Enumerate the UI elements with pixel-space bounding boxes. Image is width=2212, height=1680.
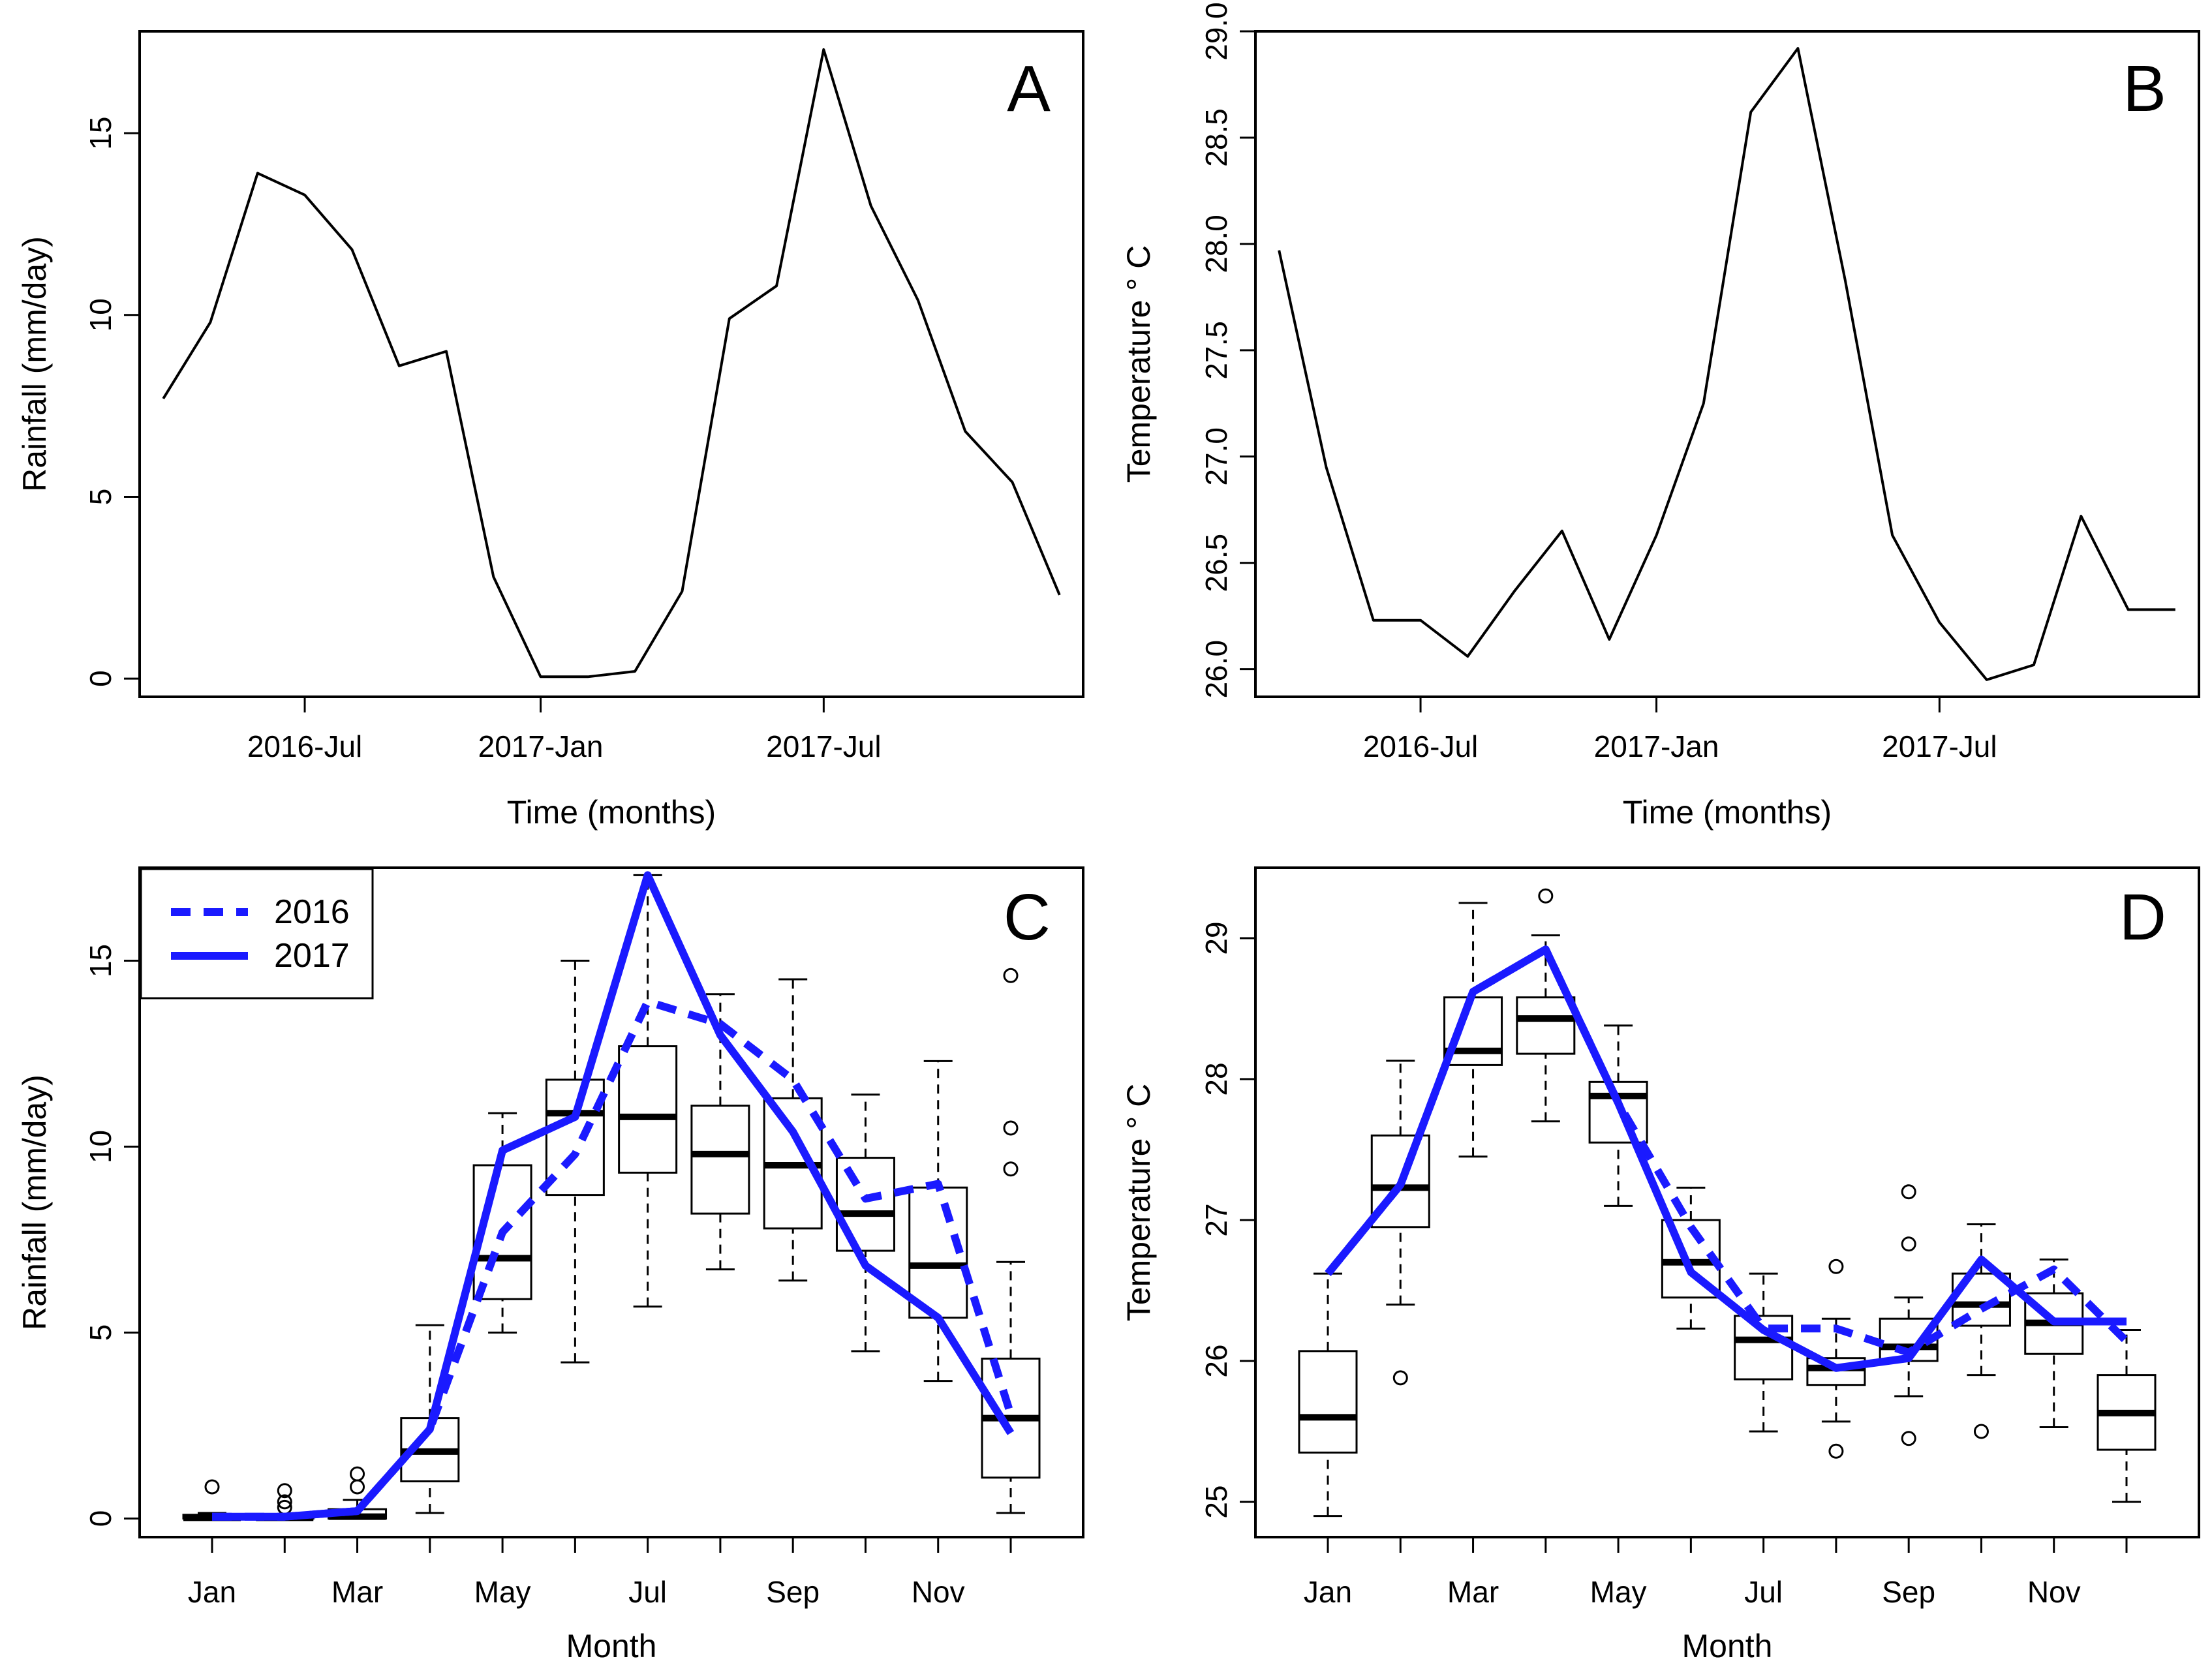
panel-d-outlier xyxy=(1828,1443,1844,1459)
panel-d-xtick-label: Sep xyxy=(1882,1575,1935,1609)
panel-d-xtick-label: Jan xyxy=(1304,1575,1352,1609)
panel-a-xlabel: Time (months) xyxy=(507,794,716,831)
panel-a-xtick-label: 2017-Jan xyxy=(478,729,604,763)
panel-d-xtick-label: Jul xyxy=(1744,1575,1783,1609)
panel-c-outlier xyxy=(204,1479,220,1495)
panel-c-box xyxy=(545,1078,605,1197)
panel-c-xtick-label: May xyxy=(474,1575,531,1609)
panel-b-xtick-label: 2017-Jan xyxy=(1594,729,1719,763)
panel-d-frame xyxy=(1254,866,2200,1538)
panel-c-ytick-label: 0 xyxy=(84,1510,117,1527)
panel-d-ylabel: Temperature ° C xyxy=(1120,1084,1157,1322)
panel-b-series-line xyxy=(1278,47,2175,681)
panel-c-xtick-label: Jul xyxy=(628,1575,667,1609)
panel-c-xtick-label: Nov xyxy=(912,1575,965,1609)
panel-b-ytick-label: 26.5 xyxy=(1199,534,1233,592)
panel-c-outlier xyxy=(1003,1161,1019,1177)
panel-c-series-2017 xyxy=(212,871,1015,1521)
panel-d-xtick-label: Nov xyxy=(2027,1575,2081,1609)
panel-d-ytick-label: 26 xyxy=(1199,1344,1233,1377)
legend-2017-label: 2017 xyxy=(274,937,350,975)
panel-c-xtick-label: Sep xyxy=(766,1575,820,1609)
legend: 2016 2017 xyxy=(140,868,374,1000)
panel-c-outlier xyxy=(350,1466,365,1482)
panel-c-box xyxy=(690,1105,750,1215)
panel-c-xtick-label: Mar xyxy=(331,1575,383,1609)
panel-c-ytick-label: 10 xyxy=(84,1130,117,1163)
panel-d-outlier xyxy=(1538,888,1554,904)
panel-d-series-2017 xyxy=(1325,945,2127,1372)
panel-c-ytick-label: 5 xyxy=(84,1324,117,1341)
panel-a-ylabel: Rainfall (mm/day) xyxy=(16,236,53,492)
panel-b-letter: B xyxy=(2123,52,2166,125)
panel-b-xtick-label: 2016-Jul xyxy=(1363,729,1478,763)
panel-c-outlier xyxy=(1003,1120,1019,1136)
panel-c-frame xyxy=(138,866,1084,1538)
panel-d-series-2016 xyxy=(1325,945,2130,1356)
panel-c-ytick-label: 15 xyxy=(84,944,117,977)
panel-c-outlier xyxy=(1003,968,1019,983)
panel-d-xlabel: Month xyxy=(1682,1628,1773,1664)
panel-a-xtick-label: 2016-Jul xyxy=(247,729,362,763)
panel-d-ytick-label: 29 xyxy=(1199,921,1233,955)
legend-box xyxy=(140,868,374,1000)
panel-c-xtick-label: Jan xyxy=(188,1575,236,1609)
panel-d-outlier xyxy=(1973,1424,1989,1439)
panel-d-outlier xyxy=(1901,1236,1916,1252)
panel-d-box xyxy=(1298,1350,1358,1454)
panel-d-outlier xyxy=(1901,1184,1916,1200)
panel-d-box xyxy=(1516,996,1576,1055)
panel-b-ytick-label: 28.5 xyxy=(1199,108,1233,167)
panel-b-frame xyxy=(1254,30,2200,698)
panel-b-xtick-label: 2017-Jul xyxy=(1882,729,1997,763)
panel-c-letter: C xyxy=(1004,881,1051,954)
panel-a-ytick-label: 15 xyxy=(84,116,117,149)
panel-d-ytick-label: 27 xyxy=(1199,1203,1233,1236)
panel-b-ytick-label: 27.5 xyxy=(1199,321,1233,380)
panel-c-ylabel: Rainfall (mm/day) xyxy=(16,1075,53,1330)
panel-a-frame xyxy=(138,30,1084,698)
panel-d-ytick-label: 25 xyxy=(1199,1485,1233,1518)
panel-c-xlabel: Month xyxy=(566,1628,657,1664)
panel-b-ytick-label: 29.0 xyxy=(1199,2,1233,61)
panel-b-xlabel: Time (months) xyxy=(1623,794,1832,831)
panel-d-ytick-label: 28 xyxy=(1199,1062,1233,1095)
panel-b-ytick-label: 28.0 xyxy=(1199,215,1233,273)
panel-a-xtick-label: 2017-Jul xyxy=(766,729,881,763)
panel-b-ytick-label: 26.0 xyxy=(1199,640,1233,699)
panel-c-outlier xyxy=(350,1479,365,1495)
panel-a-letter: A xyxy=(1007,52,1051,125)
panel-d-xtick-label: May xyxy=(1590,1575,1647,1609)
legend-2016-label: 2016 xyxy=(274,893,350,931)
panel-c-box xyxy=(618,1045,678,1174)
panel-d-outlier xyxy=(1901,1431,1916,1446)
panel-c-outlier xyxy=(277,1494,292,1510)
panel-c-outlier xyxy=(277,1483,292,1499)
panel-a-ytick-label: 10 xyxy=(84,298,117,331)
panel-b-ylabel: Temperature ° C xyxy=(1120,245,1157,483)
panel-a-series-line xyxy=(162,48,1061,679)
panel-a-ytick-label: 0 xyxy=(84,670,117,687)
panel-b-ytick-label: 27.0 xyxy=(1199,427,1233,486)
panel-a-ytick-label: 5 xyxy=(84,489,117,506)
panel-d-outlier xyxy=(1828,1259,1844,1274)
panel-c-series-2016 xyxy=(212,998,1015,1521)
panel-d-letter: D xyxy=(2119,881,2166,954)
panel-d-xtick-label: Mar xyxy=(1447,1575,1499,1609)
panel-d-outlier xyxy=(1392,1370,1408,1386)
